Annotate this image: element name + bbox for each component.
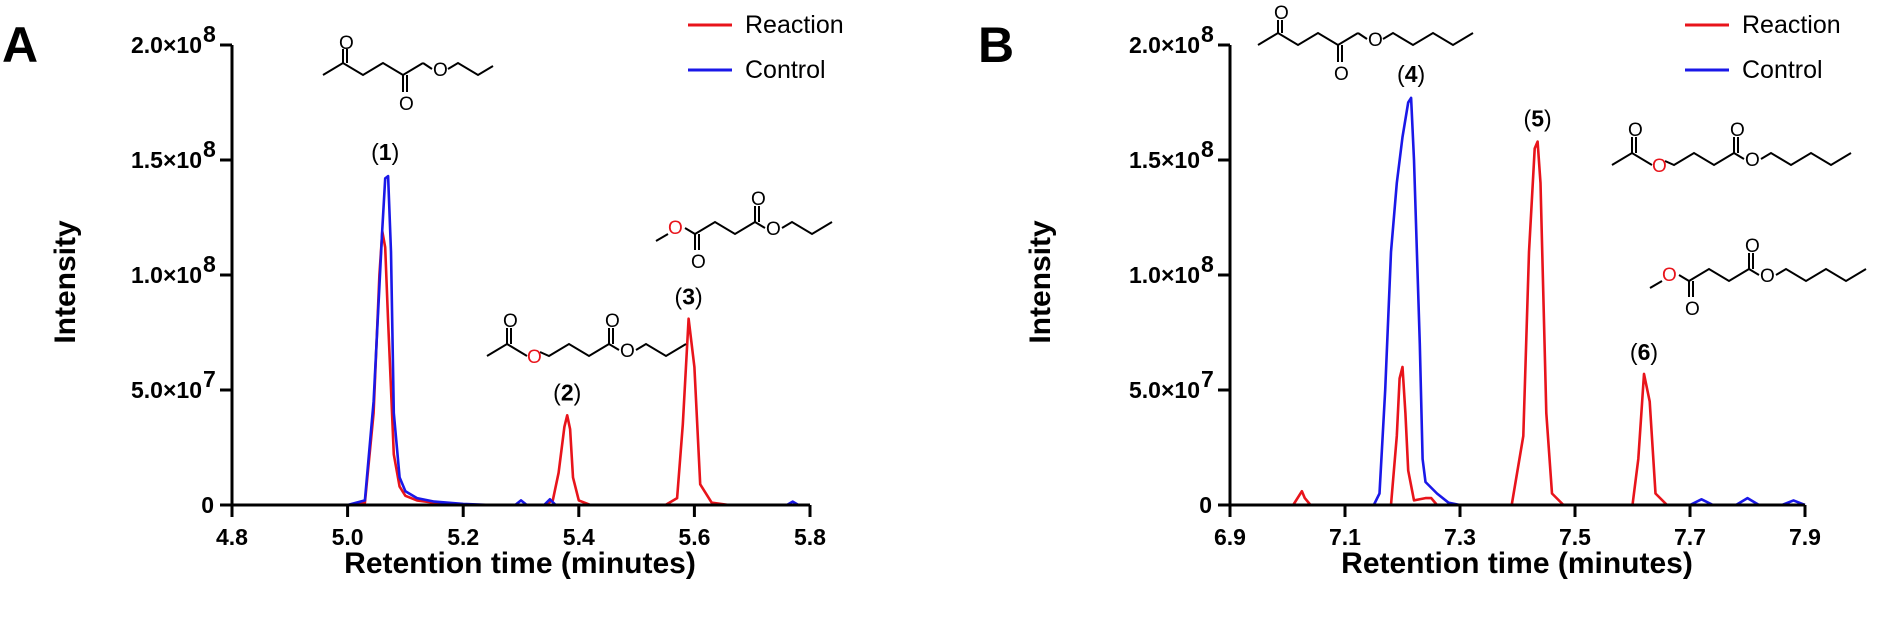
panel-a-legend: Reaction Control <box>688 11 844 84</box>
panel-b-x-tick-label: 7.1 <box>1329 524 1361 550</box>
panel-a-peak-label-1: (1) <box>371 139 399 165</box>
panel-a-x-tick-label: 4.8 <box>216 524 248 550</box>
structure-1-o-ketone: O <box>339 33 354 54</box>
panel-b-x-tick-label: 7.5 <box>1559 524 1591 550</box>
panel-b-legend: Reaction Control <box>1685 11 1841 84</box>
panel-b-plot: 6.9 7.1 7.3 7.5 7.7 7.905.0×10 71.0×10 81.5×10 8… <box>1129 21 1821 550</box>
panel-b-y-tick-label: 2.0×10 <box>1129 32 1200 58</box>
panel-b-series-control-line <box>1230 96 1806 507</box>
structure-3-o-methoxy: O <box>668 218 683 239</box>
structure-2-o-ester: O <box>620 341 635 362</box>
panel-a-y-tick-exponent: 8 <box>203 136 216 162</box>
panel-a-peak-label-2: (2) <box>553 379 581 405</box>
panel-a-y-tick-label: 0 <box>201 492 214 518</box>
structure-2 <box>486 328 687 358</box>
panel-a-series-reaction-line <box>232 230 810 507</box>
structure-3-o-ester: O <box>766 219 781 240</box>
structure-2-o-carbonyl: O <box>605 311 620 332</box>
panel-b-y-tick-exponent: 8 <box>1201 251 1214 277</box>
panel-a-y-tick-label: 2.0×10 <box>131 32 202 58</box>
structure-1-o-ester: O <box>433 60 448 81</box>
structure-6 <box>1649 253 1867 297</box>
panel-b-peak-label-6: (6) <box>1630 339 1658 365</box>
structure-5-o-carbonyl: O <box>1730 120 1745 141</box>
structure-3-o-carbonyl-2: O <box>751 189 766 210</box>
panel-a-series-control-line <box>232 174 810 507</box>
panel-a-peak-label-3: (3) <box>675 284 703 310</box>
panel-a-y-tick-label: 1.5×10 <box>131 147 202 173</box>
panel-a-plot: 4.8 5.0 5.2 5.4 5.6 5.805.0×10 71.0×10 81.5×10 8… <box>131 21 826 550</box>
panel-b-y-tick-exponent: 8 <box>1201 136 1214 162</box>
structure-5-o-ester: O <box>1745 150 1760 171</box>
structure-2-o-acetyl: O <box>503 311 518 332</box>
panel-b-x-tick-label: 7.9 <box>1789 524 1821 550</box>
panel-a-x-tick-label: 5.8 <box>794 524 826 550</box>
structure-3 <box>655 206 833 250</box>
structure-4-butyl-levulinate <box>1257 20 1474 62</box>
structure-4-o-ketone: O <box>1274 3 1289 24</box>
panel-a-y-tick-label: 1.0×10 <box>131 262 202 288</box>
structure-4-o-ester: O <box>1368 30 1383 51</box>
panel-b: B 6.9 7.1 7.3 7.5 7.7 7.905.0×10 71.0×10 81.5×1… <box>978 3 1867 580</box>
panel-b-y-tick-label: 5.0×10 <box>1129 377 1200 403</box>
panel-a-x-tick-label: 5.0 <box>332 524 364 550</box>
panel-a-x-tick-label: 5.2 <box>447 524 479 550</box>
panel-b-y-tick-exponent: 7 <box>1201 366 1214 392</box>
legend-reaction-label: Reaction <box>1742 11 1841 39</box>
structure-5-o-ether: O <box>1652 156 1667 177</box>
panel-a-letter: A <box>2 17 38 73</box>
structure-1-o-carbonyl: O <box>399 94 414 115</box>
panel-a-x-tick-label: 5.6 <box>678 524 710 550</box>
panel-b-y-tick-exponent: 8 <box>1201 21 1214 47</box>
legend-control-label: Control <box>745 56 826 84</box>
panel-a-y-tick-exponent: 8 <box>203 251 216 277</box>
panel-a-x-tick-label: 5.4 <box>563 524 595 550</box>
structure-6-o-ester: O <box>1760 266 1775 287</box>
structure-5-o-acetyl: O <box>1628 120 1643 141</box>
legend-reaction-label: Reaction <box>745 11 844 39</box>
structure-4-o-carbonyl: O <box>1334 64 1349 85</box>
structure-2-o-ether: O <box>527 347 542 368</box>
panel-a-y-axis-title: Intensity <box>49 220 82 344</box>
panel-b-x-tick-label: 7.7 <box>1674 524 1706 550</box>
structure-1-ethyl-levulinate <box>322 49 494 92</box>
panel-b-x-tick-label: 6.9 <box>1214 524 1246 550</box>
panel-b-series-reaction-line <box>1230 140 1805 507</box>
structure-5 <box>1611 137 1852 167</box>
panel-b-x-tick-label: 7.3 <box>1444 524 1476 550</box>
structure-6-o-carbonyl-1: O <box>1685 299 1700 320</box>
structure-3-o-carbonyl-1: O <box>691 252 706 273</box>
panel-a: A 4.8 5.0 5.2 5.4 5.6 5.805.0×10 71.0×10 81.5×1… <box>2 11 844 580</box>
panel-a-y-tick-exponent: 7 <box>203 366 216 392</box>
panel-b-y-tick-label: 1.5×10 <box>1129 147 1200 173</box>
panel-b-y-axis-title: Intensity <box>1024 220 1057 344</box>
panel-b-x-axis-title: Retention time (minutes) <box>1341 547 1693 580</box>
panel-a-y-tick-exponent: 8 <box>203 21 216 47</box>
panel-a-x-axis-title: Retention time (minutes) <box>344 547 696 580</box>
panel-b-y-tick-label: 0 <box>1199 492 1212 518</box>
structure-6-o-methoxy: O <box>1662 265 1677 286</box>
structure-6-o-carbonyl-2: O <box>1745 236 1760 257</box>
panel-b-y-tick-label: 1.0×10 <box>1129 262 1200 288</box>
legend-control-label: Control <box>1742 56 1823 84</box>
panel-b-peak-label-4: (4) <box>1397 61 1425 87</box>
panel-b-letter: B <box>978 17 1014 73</box>
panel-b-peak-label-5: (5) <box>1524 106 1552 132</box>
panel-a-y-tick-label: 5.0×10 <box>131 377 202 403</box>
